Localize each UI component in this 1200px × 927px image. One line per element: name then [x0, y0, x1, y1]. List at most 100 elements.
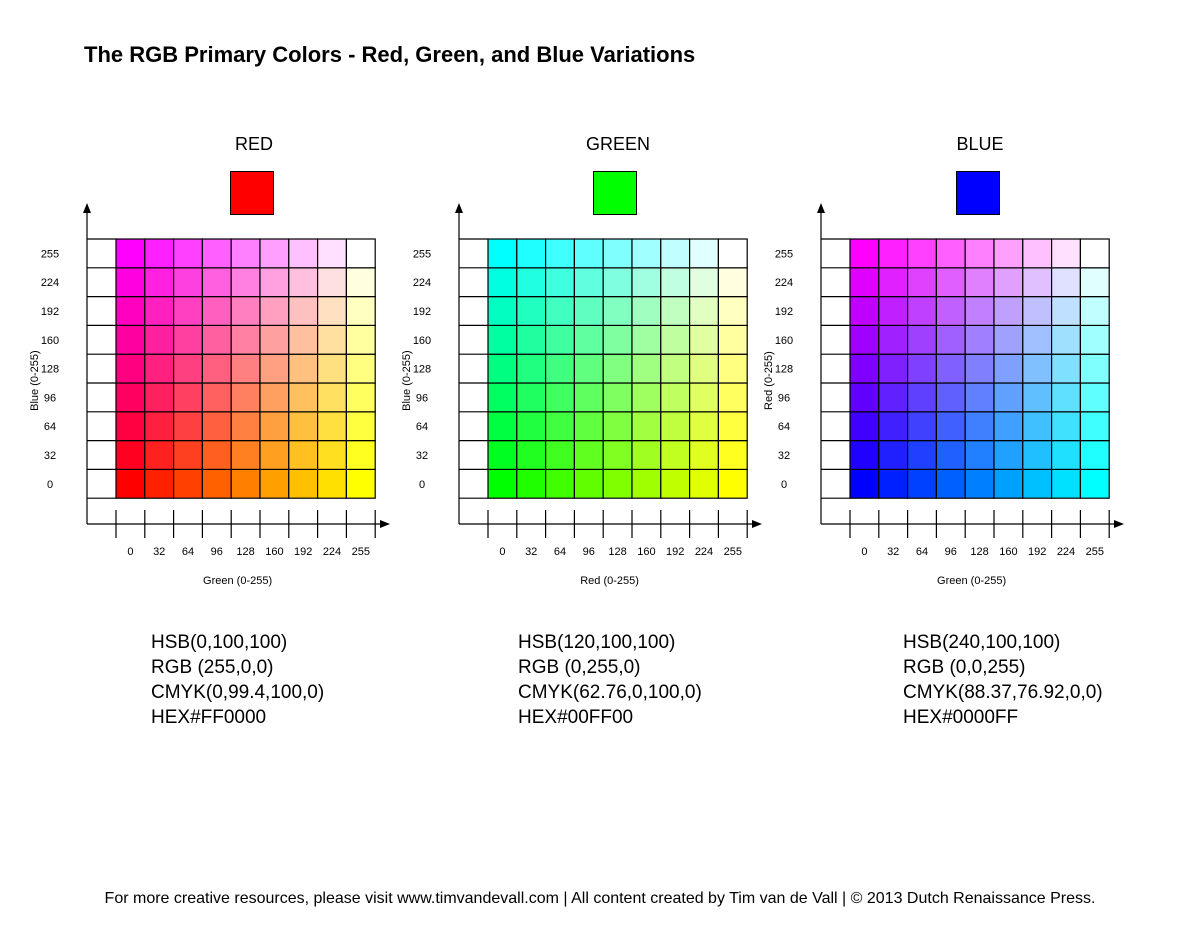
grid-cell [849, 468, 880, 499]
grid-cell [849, 411, 880, 442]
y-tick-label: 32 [778, 450, 790, 462]
grid-cell [1079, 238, 1110, 269]
grid-cell [660, 468, 691, 499]
grid-cell [1079, 353, 1110, 384]
grid-cell [487, 411, 518, 442]
grid-cell [487, 440, 518, 471]
grid-cell [660, 267, 691, 298]
y-tick-label: 96 [416, 392, 428, 404]
x-tick-label: 96 [583, 546, 595, 558]
grid-cell [173, 468, 204, 499]
grid-cell [1022, 353, 1053, 384]
grid-cell [631, 411, 662, 442]
grid-cell [688, 353, 719, 384]
grid-cell [660, 382, 691, 413]
grid-cell [317, 324, 348, 355]
grid-cell [516, 468, 547, 499]
info-block-blue: HSB(240,100,100) RGB (0,0,255) CMYK(88.3… [903, 630, 1103, 730]
grid-cell [345, 468, 376, 499]
grid-cell [259, 296, 290, 327]
grid-cell [259, 267, 290, 298]
grid-cell [115, 353, 146, 384]
grid-cell [288, 382, 319, 413]
grid-cell [631, 238, 662, 269]
grid-cell [173, 440, 204, 471]
y-tick-label: 64 [778, 421, 790, 433]
grid-cell [993, 382, 1024, 413]
footer-credits: For more creative resources, please visi… [104, 890, 1096, 907]
grid-cell [115, 296, 146, 327]
grid-cell [631, 468, 662, 499]
y-tick-label: 255 [775, 248, 793, 260]
grid-cell [717, 353, 748, 384]
x-tick-label: 0 [861, 546, 867, 558]
grid-cell [144, 324, 175, 355]
y-tick-label: 32 [44, 450, 56, 462]
grid-cell [1079, 411, 1110, 442]
grid-cell [144, 353, 175, 384]
grid-cell [230, 267, 261, 298]
grid-cell [1022, 296, 1053, 327]
grid-cell [602, 296, 633, 327]
grid-cell [602, 440, 633, 471]
grid-cell [1022, 468, 1053, 499]
x-axis-title: Green (0-255) [203, 575, 272, 587]
x-axis-arrow [380, 520, 390, 528]
grid-cell [516, 411, 547, 442]
grid-cell [173, 267, 204, 298]
grid-cell [688, 468, 719, 499]
x-tick-label: 224 [695, 546, 713, 558]
grid-cell [1050, 353, 1081, 384]
grid-cell [906, 238, 937, 269]
grid-cell [317, 440, 348, 471]
grid-cell [849, 238, 880, 269]
grid-cell [573, 440, 604, 471]
grid-cell [906, 353, 937, 384]
grid-cell [544, 324, 575, 355]
grid-cell [487, 468, 518, 499]
x-tick-label: 0 [127, 546, 133, 558]
grid-cell [144, 411, 175, 442]
grid-cell [544, 382, 575, 413]
x-tick-label: 255 [352, 546, 370, 558]
x-tick-label: 192 [294, 546, 312, 558]
grid-cell [259, 411, 290, 442]
grid-cell [935, 382, 966, 413]
grid-cell [993, 353, 1024, 384]
grid-cell [544, 267, 575, 298]
grid-cell [288, 353, 319, 384]
grid-cell [230, 238, 261, 269]
grid-cell [993, 296, 1024, 327]
grid-cell [906, 324, 937, 355]
y-tick-label: 255 [413, 248, 431, 260]
grid-cell [1050, 296, 1081, 327]
grid-cell [602, 324, 633, 355]
grid-cell [259, 382, 290, 413]
grid-cell [345, 296, 376, 327]
grid-cell [115, 440, 146, 471]
grid-cell [688, 440, 719, 471]
x-axis-arrow [1114, 520, 1124, 528]
y-axis-title: Blue (0-255) [29, 350, 41, 411]
grid-cell [1022, 411, 1053, 442]
grid-cell [516, 267, 547, 298]
grid-cell [688, 324, 719, 355]
grid-cell [602, 382, 633, 413]
grid-cell [1050, 267, 1081, 298]
grid-cell [935, 267, 966, 298]
grid-cell [1079, 296, 1110, 327]
grid-cell [201, 238, 232, 269]
grid-cell [317, 468, 348, 499]
grid-cell [173, 382, 204, 413]
grid-cell [935, 440, 966, 471]
grid-cell [602, 238, 633, 269]
info-hsb: HSB(0,100,100) [151, 632, 288, 653]
grid-cell [688, 238, 719, 269]
grid-cell [230, 440, 261, 471]
grid-cell [487, 238, 518, 269]
grid-cell [487, 296, 518, 327]
grid-cell [201, 468, 232, 499]
grid-cell [201, 411, 232, 442]
y-axis-title: Red (0-255) [763, 351, 775, 410]
